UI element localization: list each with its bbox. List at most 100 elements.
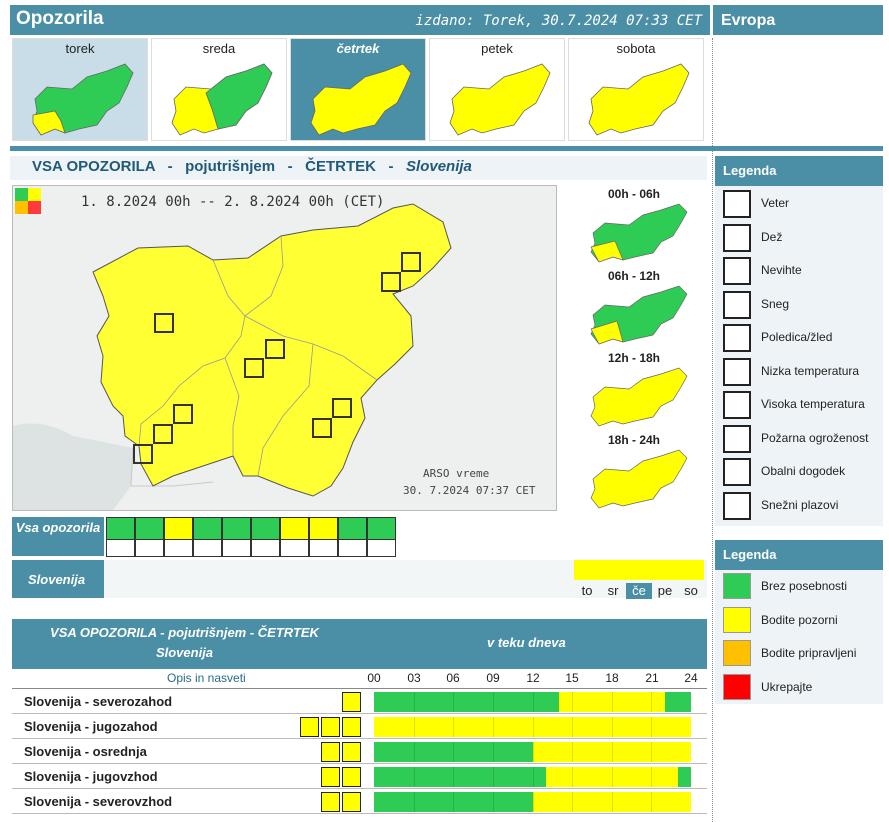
storm-icon[interactable] [321, 767, 340, 787]
page-title: Opozorila [16, 8, 104, 29]
day-box[interactable] [652, 560, 678, 580]
legend-item-low-temp: Nizka temperatura [723, 358, 883, 386]
timeline-gridline [453, 767, 455, 787]
week-day-to[interactable]: to [581, 583, 593, 598]
coastal-icon[interactable] [338, 517, 367, 557]
table-row[interactable]: Slovenija - severozahod [12, 690, 707, 714]
week-day-so[interactable]: so [684, 583, 698, 598]
storm-icon[interactable] [164, 517, 193, 557]
high-temp-icon[interactable] [401, 252, 421, 272]
high-temp-icon[interactable] [332, 398, 352, 418]
week-day-ce[interactable]: če [626, 583, 652, 599]
day-card-sobota[interactable]: sobota [568, 38, 704, 141]
timeline-gridline [572, 717, 574, 737]
day-card-cetrtek[interactable]: četrtek [290, 38, 426, 141]
storm-icon[interactable] [381, 272, 401, 292]
legend-item-avalanche: Snežni plazovi [723, 492, 883, 520]
fire-icon[interactable] [309, 517, 338, 557]
timeline-gridline [611, 742, 613, 762]
timeline-segment [558, 692, 665, 712]
fire-icon[interactable] [133, 444, 153, 464]
table-row[interactable]: Slovenija - jugozahod [12, 715, 707, 739]
timeline-segment [664, 692, 691, 712]
high-temp-icon[interactable] [280, 517, 309, 557]
day-map-sreda [171, 63, 273, 136]
day-card-petek[interactable]: petek [429, 38, 565, 141]
storm-icon[interactable] [300, 717, 319, 737]
map-period: 1. 8.2024 00h -- 2. 8.2024 00h (CET) [81, 194, 385, 210]
storm-icon[interactable] [342, 692, 361, 712]
timeline-segment [532, 792, 691, 812]
timeline-gridline [611, 767, 613, 787]
legend-types: Veter Dež Nevihte Sneg Poledica/žled Niz… [715, 186, 883, 526]
level-swatch-red [723, 674, 751, 700]
page-header: Opozorila izdano: Torek, 30.7.2024 07:33… [10, 5, 710, 35]
period-map-1[interactable]: 00h - 06h [561, 185, 707, 265]
storm-icon[interactable] [153, 424, 173, 444]
timeline-gridline [413, 692, 415, 712]
week-day-sr[interactable]: sr [607, 583, 619, 598]
day-box[interactable] [600, 560, 626, 580]
coastal-icon [723, 458, 751, 486]
rain-icon [723, 224, 751, 252]
day-box[interactable] [678, 560, 704, 580]
high-temp-icon[interactable] [342, 742, 361, 762]
snow-icon[interactable] [193, 517, 222, 557]
period-map-4[interactable]: 18h - 24h [561, 431, 707, 511]
table-row[interactable]: Slovenija - jugovzhod [12, 765, 707, 789]
timeline-gridline [413, 792, 415, 812]
period-map-3[interactable]: 12h - 18h [561, 349, 707, 429]
week-day-pe[interactable]: pe [657, 583, 673, 598]
day-card-sreda[interactable]: sreda [151, 38, 287, 141]
europe-link[interactable]: Evropa [713, 5, 883, 35]
timeline-gridline [413, 767, 415, 787]
map-timestamp: 30. 7.2024 07:37 CET [403, 484, 536, 497]
ice-icon[interactable] [222, 517, 251, 557]
timeline-gridline [611, 792, 613, 812]
timeline-gridline [572, 742, 574, 762]
table-row[interactable]: Slovenija - severovzhod [12, 790, 707, 814]
map-level-icon [15, 188, 41, 214]
timeline-segment [532, 742, 691, 762]
region-label: Slovenija [12, 560, 104, 598]
timeline-segment [374, 692, 559, 712]
level-swatch-yellow [723, 607, 751, 633]
low-temp-icon [723, 358, 751, 386]
storm-icon[interactable] [321, 742, 340, 762]
issued-date: izdano: Torek, 30.7.2024 07:33 CET [415, 13, 702, 29]
legend-item-coastal: Obalni dogodek [723, 458, 883, 486]
storm-icon[interactable] [312, 418, 332, 438]
day-label: četrtek [336, 41, 380, 56]
timeline-gridline [651, 717, 653, 737]
storm-icon[interactable] [321, 792, 340, 812]
rain-icon[interactable] [135, 517, 164, 557]
level-swatch-green [723, 573, 751, 599]
wind-icon[interactable] [106, 517, 135, 557]
timeline-gridline [611, 717, 613, 737]
table-row[interactable]: Slovenija - osrednja [12, 740, 707, 764]
avalanche-icon[interactable] [367, 517, 396, 557]
high-temp-icon[interactable] [173, 404, 193, 424]
avalanche-icon [723, 492, 751, 520]
day-box[interactable] [626, 560, 652, 580]
period-map-2[interactable]: 06h - 12h [561, 267, 707, 347]
high-temp-icon[interactable] [265, 339, 285, 359]
timeline-gridline [413, 742, 415, 762]
storm-icon[interactable] [154, 313, 174, 333]
day-map-cetrtek [310, 63, 412, 136]
high-temp-icon[interactable] [342, 767, 361, 787]
description-link[interactable]: Opis in nasveti [167, 671, 246, 685]
high-temp-icon[interactable] [321, 717, 340, 737]
timeline-gridline [572, 767, 574, 787]
high-temp-icon[interactable] [342, 792, 361, 812]
warning-map[interactable]: 1. 8.2024 00h -- 2. 8.2024 00h (CET) ARS… [12, 185, 557, 511]
low-temp-icon[interactable] [251, 517, 280, 557]
level-swatch-orange [723, 640, 751, 666]
legend-title: Legenda [715, 156, 883, 186]
fire-icon[interactable] [342, 717, 361, 737]
day-box[interactable] [574, 560, 600, 580]
timeline-gridline [651, 692, 653, 712]
table-subheader: Opis in nasveti 00 03 06 09 12 15 18 21 … [12, 669, 707, 689]
storm-icon[interactable] [244, 358, 264, 378]
day-card-torek[interactable]: torek [12, 38, 148, 141]
